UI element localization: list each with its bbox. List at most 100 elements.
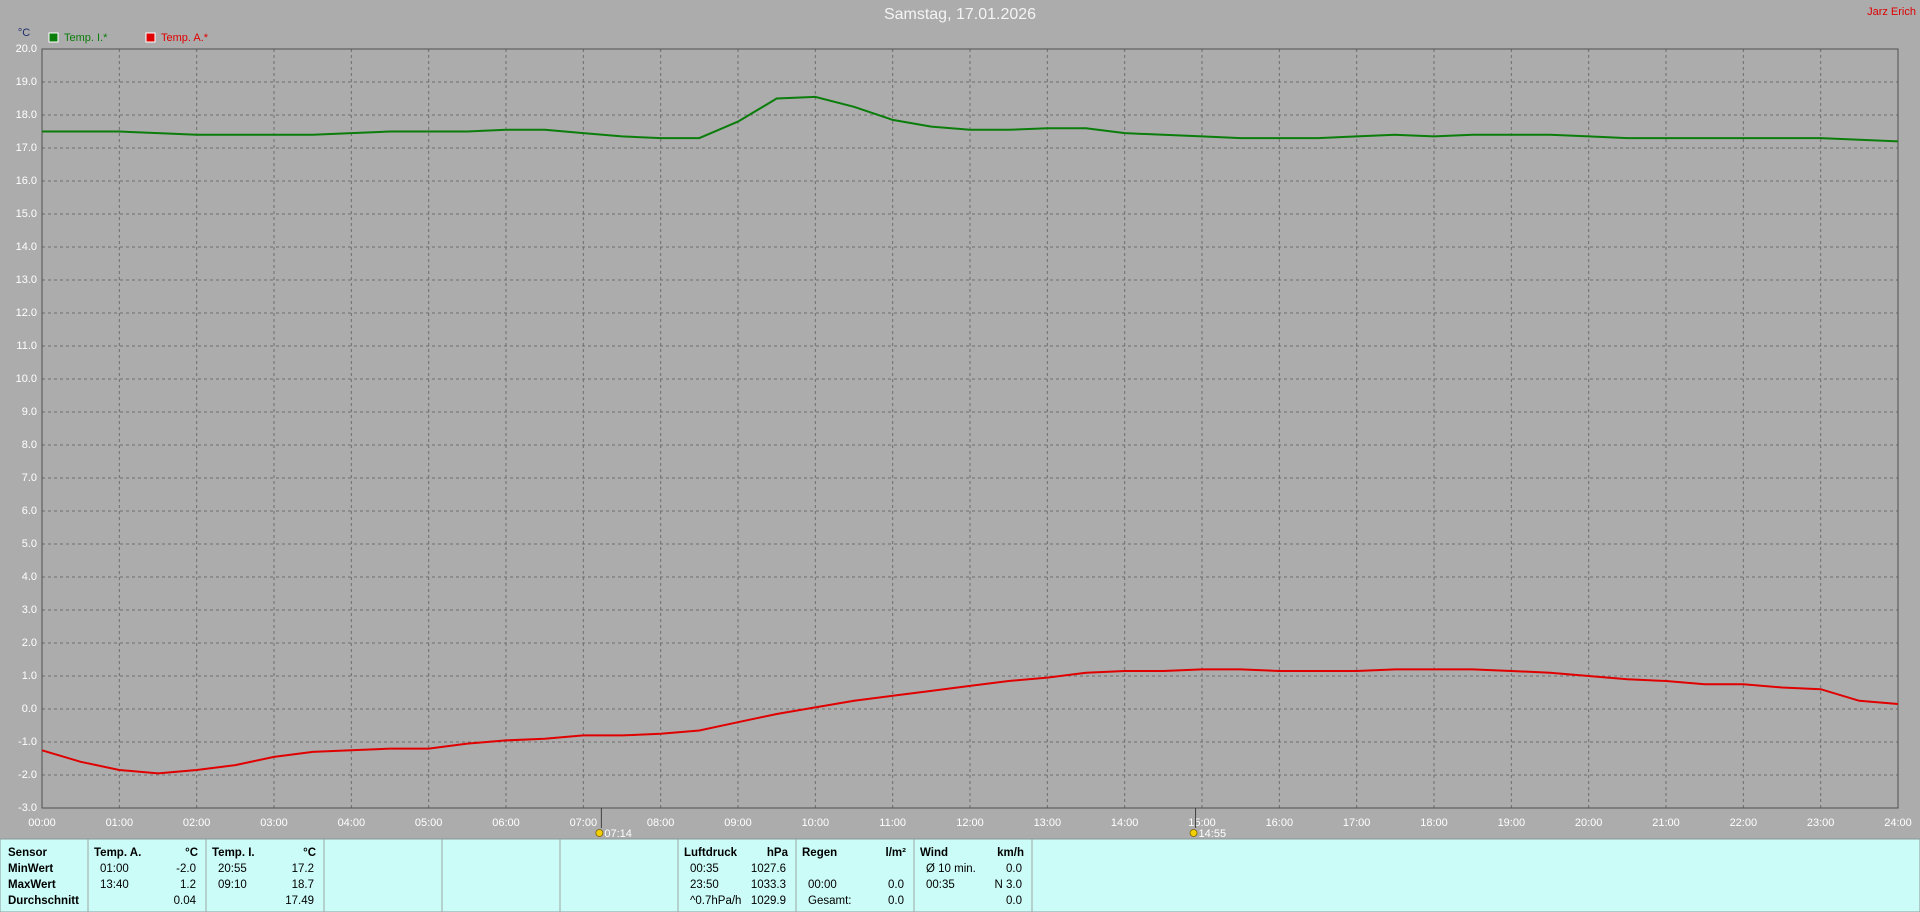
- legend-swatch: [48, 32, 59, 43]
- panel-cell: Ø 10 min.: [926, 863, 976, 875]
- x-tick-label: 13:00: [1034, 817, 1062, 829]
- x-tick-label: 21:00: [1652, 817, 1680, 829]
- sun-marker-label: 07:14: [604, 828, 632, 840]
- x-tick-label: 23:00: [1807, 817, 1835, 829]
- x-tick-label: 02:00: [183, 817, 211, 829]
- x-tick-label: 03:00: [260, 817, 288, 829]
- y-tick-label: -1.0: [18, 736, 37, 748]
- y-tick-label: 8.0: [22, 439, 37, 451]
- panel-cell: 23:50: [690, 879, 719, 891]
- panel-header: Luftdruck: [684, 847, 738, 859]
- y-tick-label: 17.0: [16, 142, 37, 154]
- panel-cell: 20:55: [218, 863, 247, 875]
- y-tick-label: -3.0: [18, 802, 37, 814]
- y-tick-label: 12.0: [16, 307, 37, 319]
- row-label: MinWert: [8, 863, 53, 875]
- panel-header: Temp. A.: [94, 847, 141, 859]
- x-tick-label: 19:00: [1498, 817, 1526, 829]
- panel-cell: 09:10: [218, 879, 247, 891]
- panel-value: -2.0: [176, 863, 196, 875]
- y-tick-label: 9.0: [22, 406, 37, 418]
- legend-label: Temp. I.*: [64, 32, 108, 44]
- x-tick-label: 11:00: [879, 817, 906, 829]
- y-tick-label: 5.0: [22, 538, 37, 550]
- y-axis-label: °C: [18, 27, 30, 39]
- panel-value: 17.49: [285, 895, 314, 907]
- y-tick-label: 15.0: [16, 208, 37, 220]
- x-tick-label: 08:00: [647, 817, 675, 829]
- sun-marker-icon: [1189, 829, 1198, 837]
- panel-cell: 13:40: [100, 879, 129, 891]
- row-label: MaxWert: [8, 879, 56, 891]
- panel-unit: hPa: [767, 847, 789, 859]
- x-tick-label: 16:00: [1266, 817, 1294, 829]
- y-tick-label: 1.0: [22, 670, 37, 682]
- panel-value: 0.0: [888, 879, 904, 891]
- panel-cell: 01:00: [100, 863, 129, 875]
- legend-label: Temp. A.*: [161, 32, 209, 44]
- y-tick-label: 4.0: [22, 571, 37, 583]
- y-tick-label: 19.0: [16, 76, 37, 88]
- y-tick-label: -2.0: [18, 769, 37, 781]
- x-tick-label: 00:00: [28, 817, 56, 829]
- panel-unit: km/h: [997, 847, 1024, 859]
- author: Jarz Erich: [1867, 6, 1916, 18]
- x-tick-label: 20:00: [1575, 817, 1603, 829]
- panel-cell: 00:00: [808, 879, 837, 891]
- plot-border: [41, 48, 1899, 809]
- panel-value: 1029.9: [751, 895, 786, 907]
- legend-swatch: [145, 32, 156, 43]
- x-tick-label: 22:00: [1730, 817, 1758, 829]
- panel-cell: ^0.7hPa/h: [690, 895, 741, 907]
- x-tick-label: 05:00: [415, 817, 443, 829]
- panel-value: 0.0: [888, 895, 904, 907]
- row-label: Sensor: [8, 847, 48, 859]
- panel-value: 1.2: [180, 879, 196, 891]
- y-tick-label: 16.0: [16, 175, 37, 187]
- panel-value: 1027.6: [751, 863, 786, 875]
- sun-marker-icon: [595, 829, 604, 837]
- y-tick-label: 3.0: [22, 604, 37, 616]
- panel-unit: l/m²: [886, 847, 907, 859]
- y-tick-label: 10.0: [16, 373, 37, 385]
- panel-cell: 00:35: [926, 879, 955, 891]
- panel-header: Wind: [920, 847, 948, 859]
- y-tick-label: 13.0: [16, 274, 37, 286]
- series-line: [41, 668, 1899, 775]
- row-label: Durchschnitt: [8, 895, 79, 907]
- panel-value: 1033.3: [751, 879, 786, 891]
- y-tick-label: 2.0: [22, 637, 37, 649]
- x-tick-label: 01:00: [106, 817, 134, 829]
- panel-value: N 3.0: [995, 879, 1023, 891]
- x-tick-label: 04:00: [338, 817, 366, 829]
- y-tick-label: 14.0: [16, 241, 37, 253]
- x-tick-label: 07:00: [570, 817, 598, 829]
- y-tick-label: 7.0: [22, 472, 37, 484]
- x-tick-label: 17:00: [1343, 817, 1371, 829]
- panel-header: Regen: [802, 847, 837, 859]
- x-tick-label: 24:00: [1884, 817, 1912, 829]
- panel-header: Temp. I.: [212, 847, 255, 859]
- x-tick-label: 14:00: [1111, 817, 1139, 829]
- panel-cell: Gesamt:: [808, 895, 851, 907]
- x-tick-label: 12:00: [956, 817, 984, 829]
- y-tick-label: 20.0: [16, 43, 37, 55]
- panel-value: 18.7: [292, 879, 314, 891]
- x-tick-label: 09:00: [724, 817, 752, 829]
- y-tick-label: 11.0: [16, 340, 37, 352]
- panel-value: 0.0: [1006, 863, 1022, 875]
- series-line: [42, 95, 1899, 143]
- x-tick-label: 10:00: [802, 817, 830, 829]
- sun-marker-label: 14:55: [1199, 828, 1227, 840]
- chart-title: Samstag, 17.01.2026: [884, 6, 1036, 23]
- y-tick-label: 6.0: [22, 505, 37, 517]
- panel-unit: °C: [185, 847, 198, 859]
- panel-unit: °C: [303, 847, 316, 859]
- x-tick-label: 06:00: [492, 817, 520, 829]
- panel-value: 17.2: [292, 863, 314, 875]
- panel-value: 0.04: [174, 895, 197, 907]
- x-tick-label: 18:00: [1420, 817, 1448, 829]
